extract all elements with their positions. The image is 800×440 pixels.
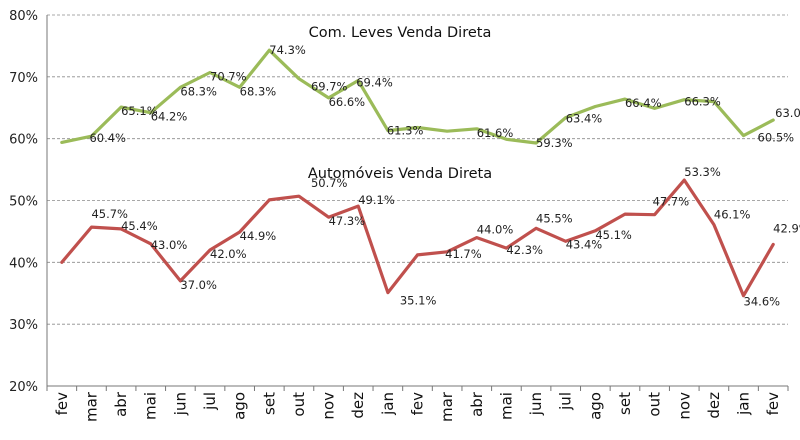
data-label: 50.7% — [311, 176, 348, 190]
y-axis: 20% 30% 40% 50% 60% 70% 80% — [9, 9, 48, 395]
y-tick-label: 80% — [9, 9, 38, 24]
data-label: 43.4% — [566, 237, 603, 251]
data-label: 74.3% — [269, 43, 306, 57]
data-label: 45.1% — [595, 228, 632, 242]
x-tick-label: nov — [320, 392, 338, 420]
x-tick-label: out — [290, 392, 308, 417]
series-lines — [60, 48, 775, 298]
data-label: 69.4% — [356, 76, 393, 90]
data-label: 61.6% — [477, 126, 514, 140]
series-title-com-leves: Com. Leves Venda Direta — [309, 25, 492, 41]
data-label: 61.3% — [387, 124, 424, 138]
x-tick-label: jan — [735, 392, 753, 416]
y-tick-label: 20% — [9, 380, 38, 395]
data-label: 47.3% — [329, 214, 366, 228]
data-label: 44.0% — [477, 223, 514, 237]
x-tick-label: fev — [764, 392, 782, 416]
data-label: 45.4% — [121, 219, 158, 233]
x-tick-label: jun — [171, 392, 189, 416]
x-tick-label: mar — [82, 391, 100, 422]
data-label: 42.0% — [210, 247, 247, 261]
data-label: 64.2% — [151, 110, 188, 124]
data-label: 42.3% — [506, 243, 543, 257]
y-tick-label: 60% — [9, 133, 38, 148]
data-label: 37.0% — [180, 278, 217, 292]
x-tick-label: ago — [586, 392, 604, 420]
data-label: 47.7% — [653, 195, 690, 209]
data-label: 43.0% — [151, 238, 188, 252]
x-tick-label: fev — [409, 392, 427, 416]
data-label: 68.3% — [180, 84, 217, 98]
series-line-automoveis — [60, 178, 775, 298]
x-tick-label: dez — [349, 392, 367, 419]
y-tick-label: 70% — [9, 71, 38, 86]
series-title-automoveis: Automóveis Venda Direta — [308, 166, 492, 182]
data-label: 34.6% — [744, 295, 781, 309]
x-axis: fev mar abr mai jun jul ago set out nov dez jan fev m… — [46, 385, 789, 422]
x-tick-label: jul — [201, 392, 219, 411]
x-tick-label: mai — [142, 392, 160, 420]
x-tick-label: fev — [53, 392, 71, 416]
data-label: 59.3% — [536, 136, 573, 150]
y-tick-label: 50% — [9, 195, 38, 210]
x-tick-label: jul — [557, 392, 575, 411]
data-label: 66.3% — [684, 95, 721, 109]
data-label: 66.4% — [625, 96, 662, 110]
data-label: 66.6% — [329, 95, 366, 109]
data-label: 42.9% — [773, 221, 800, 235]
x-tick-label: abr — [112, 391, 130, 417]
data-labels: 60.4% 65.1%64.2% 68.3%70.7%68.3% 74.3% 69.7%… — [89, 43, 800, 308]
x-tick-label: nov — [675, 392, 693, 420]
x-tick-label: out — [646, 392, 664, 417]
x-tick-label: set — [260, 392, 278, 415]
data-label: 60.5% — [758, 131, 795, 145]
y-tick-label: 40% — [9, 256, 38, 271]
x-tick-label: abr — [468, 391, 486, 417]
data-label: 44.9% — [240, 229, 277, 243]
gridlines — [47, 14, 788, 325]
data-label: 41.7% — [445, 247, 482, 261]
x-tick-label: ago — [231, 392, 249, 420]
data-label: 60.4% — [89, 131, 126, 145]
data-label: 70.7% — [210, 70, 247, 84]
data-label: 45.5% — [536, 211, 573, 225]
data-label: 49.1% — [358, 193, 395, 207]
data-label: 35.1% — [400, 294, 437, 308]
data-label: 53.3% — [684, 165, 721, 179]
x-tick-label: mar — [438, 391, 456, 422]
data-label: 69.7% — [311, 80, 348, 94]
data-label: 68.3% — [240, 84, 277, 98]
x-tick-label: mai — [497, 392, 515, 420]
series-line-com-leves — [60, 48, 775, 145]
y-tick-label: 30% — [9, 318, 38, 333]
data-label: 65.1% — [121, 104, 158, 118]
x-tick-label: jun — [527, 392, 545, 416]
data-label: 46.1% — [714, 208, 751, 222]
data-label: 63.0% — [775, 106, 800, 120]
x-tick-label: jan — [379, 392, 397, 416]
data-label: 45.7% — [91, 207, 128, 221]
x-tick-label: dez — [705, 392, 723, 419]
data-label: 63.4% — [566, 112, 603, 126]
x-tick-label: set — [616, 392, 634, 415]
